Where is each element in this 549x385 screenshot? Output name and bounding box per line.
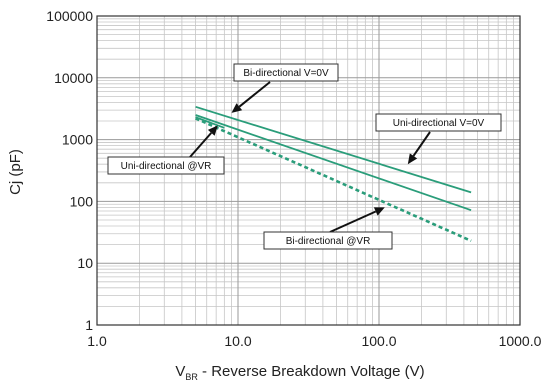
annotation-arrowhead — [373, 207, 385, 216]
annotation-arrow — [238, 81, 271, 108]
annotation-label: Uni-directional V=0V — [393, 118, 485, 129]
series-line — [195, 116, 225, 129]
y-axis-label: Cj (pF) — [7, 149, 24, 195]
annotation-arrowhead — [407, 153, 418, 165]
annotation-arrowhead — [207, 125, 218, 136]
x-tick-label: 1.0 — [87, 333, 107, 349]
x-axis-label-symbol: V — [175, 363, 185, 380]
y-tick-labels: 1 10 100 1000 10000 100000 — [46, 8, 93, 333]
x-axis-label-subscript: BR — [185, 372, 198, 382]
annotation-arrow — [189, 132, 213, 158]
annotation-box — [375, 113, 502, 132]
y-tick-label: 1000 — [62, 132, 93, 148]
series-lines — [195, 105, 472, 242]
plot-frame — [96, 15, 521, 326]
x-tick-label: 10.0 — [224, 333, 251, 349]
y-tick-label: 10000 — [54, 70, 93, 86]
annotations: Bi-directional V=0V Uni-directional V=0V U… — [107, 63, 502, 250]
annotation-box — [263, 231, 393, 250]
annotation-box — [233, 63, 339, 82]
annotation-box — [107, 156, 225, 175]
annotation-label: Uni-directional @VR — [121, 161, 212, 172]
series-line — [195, 105, 472, 194]
annotation-label: Bi-directional V=0V — [243, 68, 329, 79]
annotation-arrowhead — [231, 103, 243, 113]
annotation-arrow — [329, 210, 377, 233]
y-tick-label: 1 — [85, 317, 93, 333]
x-tick-label: 1000.0 — [499, 333, 542, 349]
annotation-label: Bi-directional @VR — [286, 236, 371, 247]
y-tick-label: 100 — [70, 193, 94, 209]
series-line — [195, 117, 472, 242]
series-line — [195, 114, 472, 212]
y-tick-label: 100000 — [46, 8, 93, 24]
annotation-arrow — [412, 131, 431, 157]
x-tick-labels: 1.0 10.0 100.0 1000.0 — [87, 333, 541, 349]
x-axis-label: VBR - Reverse Breakdown Voltage (V) — [175, 363, 424, 382]
x-tick-label: 100.0 — [361, 333, 396, 349]
x-axis-label-text: - Reverse Breakdown Voltage (V) — [198, 363, 425, 380]
y-tick-label: 10 — [77, 255, 93, 271]
